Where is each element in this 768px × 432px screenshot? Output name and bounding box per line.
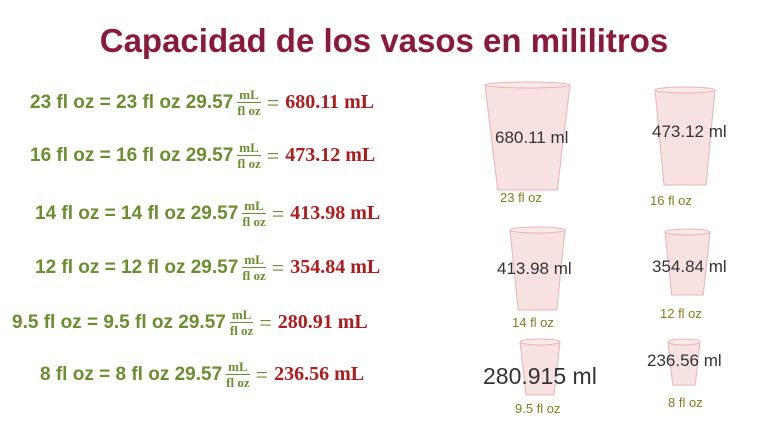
cup-rim bbox=[509, 226, 566, 234]
result: 280.91 mL bbox=[277, 311, 368, 333]
denominator: fl oz bbox=[237, 103, 261, 118]
denominator: fl oz bbox=[242, 214, 266, 229]
equals-sign: = bbox=[271, 200, 285, 226]
title: Capacidad de los vasos en mililitros bbox=[99, 22, 669, 59]
cup-size: 8 fl oz bbox=[668, 395, 703, 410]
result: 413.98 mL bbox=[290, 202, 381, 224]
cup-volume: 236.56 ml bbox=[647, 351, 722, 370]
cup-volume: 473.12 ml bbox=[652, 122, 727, 141]
equation-lhs: 8 fl oz = 8 fl oz 29.57 bbox=[40, 363, 223, 385]
denominator: fl oz bbox=[229, 323, 254, 338]
cup-rim bbox=[519, 338, 561, 346]
cup-size: 23 fl oz bbox=[500, 190, 542, 205]
equals-sign: = bbox=[266, 142, 280, 168]
numerator: mL bbox=[237, 140, 261, 156]
equation-lhs: 23 fl oz = 23 fl oz 29.57 bbox=[30, 91, 234, 113]
cup-size: 12 fl oz bbox=[660, 306, 702, 321]
equation-lhs: 16 fl oz = 16 fl oz 29.57 bbox=[30, 144, 234, 166]
numerator: mL bbox=[237, 87, 261, 103]
cup-rim bbox=[667, 338, 701, 346]
numerator: mL bbox=[226, 359, 250, 375]
equation: 9.5 fl oz = 9.5 fl oz 29.57 mL fl oz = 280.9… bbox=[12, 307, 368, 338]
equals-sign: = bbox=[255, 361, 269, 387]
cup-rim bbox=[654, 86, 716, 94]
equation: 23 fl oz = 23 fl oz 29.57 mL fl oz = 680.11 … bbox=[30, 87, 374, 118]
equals-sign: = bbox=[271, 254, 285, 280]
numerator: mL bbox=[242, 198, 266, 214]
cup-rim bbox=[484, 81, 571, 89]
result: 354.84 mL bbox=[290, 256, 381, 278]
equals-sign: = bbox=[259, 309, 272, 335]
denominator: fl oz bbox=[237, 156, 261, 171]
result: 680.11 mL bbox=[285, 91, 375, 113]
denominator: fl oz bbox=[226, 375, 250, 390]
equation: 8 fl oz = 8 fl oz 29.57 mL fl oz = 236.56 mL bbox=[40, 359, 364, 390]
equation: 14 fl oz = 14 fl oz 29.57 mL fl oz = 413.98 … bbox=[35, 198, 380, 229]
equation-lhs: 14 fl oz = 14 fl oz 29.57 bbox=[35, 202, 239, 224]
cup-volume: 680.11 ml bbox=[495, 128, 569, 147]
cup-volume: 413.98 ml bbox=[497, 259, 572, 278]
equation-lhs: 9.5 fl oz = 9.5 fl oz 29.57 bbox=[12, 311, 226, 333]
cup-volume: 280.915 ml bbox=[483, 363, 597, 389]
unit-fraction: mL fl oz bbox=[226, 359, 250, 390]
numerator: mL bbox=[242, 252, 266, 268]
equals-sign: = bbox=[266, 89, 280, 115]
unit-fraction: mL fl oz bbox=[237, 140, 261, 171]
unit-fraction: mL fl oz bbox=[242, 252, 266, 283]
result: 236.56 mL bbox=[274, 363, 365, 385]
equation-lhs: 12 fl oz = 12 fl oz 29.57 bbox=[35, 256, 239, 278]
cup-size: 9.5 fl oz bbox=[515, 401, 561, 416]
unit-fraction: mL fl oz bbox=[242, 198, 266, 229]
numerator: mL bbox=[229, 307, 254, 323]
unit-fraction: mL fl oz bbox=[229, 307, 254, 338]
cup-size: 16 fl oz bbox=[650, 193, 692, 208]
equation: 16 fl oz = 16 fl oz 29.57 mL fl oz = 473.12 … bbox=[30, 140, 375, 171]
result: 473.12 mL bbox=[285, 144, 376, 166]
unit-fraction: mL fl oz bbox=[237, 87, 261, 118]
cup-size: 14 fl oz bbox=[512, 315, 554, 330]
cup-rim bbox=[664, 228, 711, 236]
cup-volume: 354.84 ml bbox=[652, 257, 727, 276]
denominator: fl oz bbox=[242, 268, 266, 283]
equation: 12 fl oz = 12 fl oz 29.57 mL fl oz = 354.84 … bbox=[35, 252, 380, 283]
